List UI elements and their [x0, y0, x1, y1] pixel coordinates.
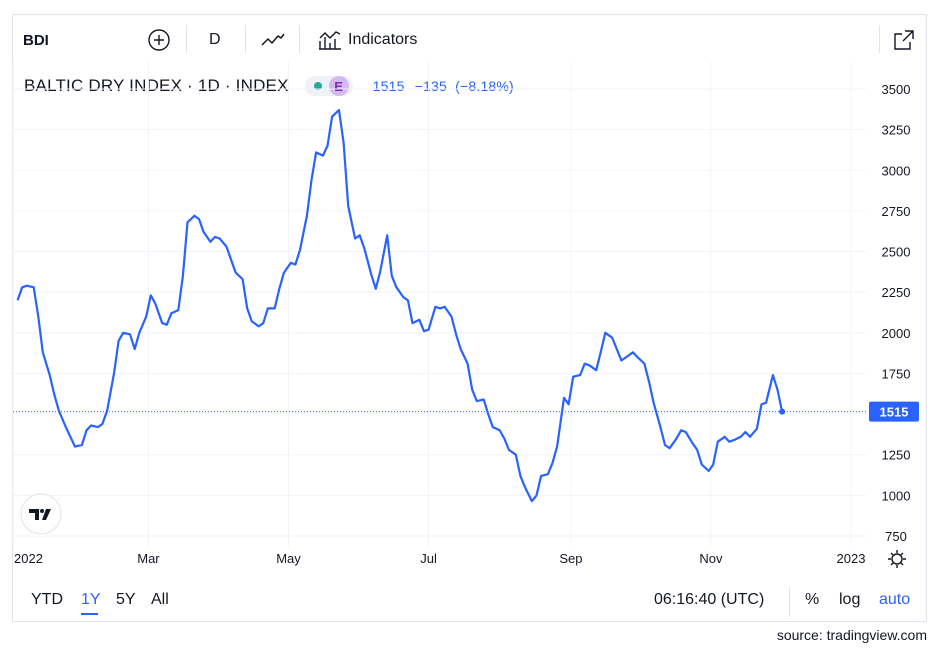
last-value-dot [779, 408, 786, 415]
plus-circle-icon[interactable] [146, 27, 172, 53]
x-tick-label: Sep [559, 551, 582, 566]
x-tick-label: Mar [137, 551, 160, 566]
expand-icon[interactable] [891, 27, 917, 53]
indicators-icon [317, 29, 343, 51]
chart-title: BALTIC DRY INDEX · 1D · INDEX [24, 76, 289, 95]
legend-values: 1515 −135 (−8.18%) [373, 78, 514, 94]
indicators-button[interactable]: Indicators [317, 27, 417, 53]
price-line [16, 109, 784, 503]
x-tick-label: 2022 [14, 551, 43, 566]
log-toggle[interactable]: log [839, 591, 861, 608]
symbol-search[interactable]: BDI [23, 31, 49, 49]
y-tick-label: 3000 [882, 163, 911, 178]
x-tick-label: Jul [420, 551, 437, 566]
interval-button[interactable]: D [209, 31, 221, 48]
earnings-badge: E [328, 76, 349, 96]
market-status-pill[interactable]: E [304, 76, 353, 96]
x-axis: 2022 Mar May Jul Sep Nov 2023 [14, 551, 865, 566]
indicators-label: Indicators [348, 31, 418, 48]
grid-lines [12, 62, 866, 546]
y-tick-label: 3500 [882, 82, 911, 97]
bottom-divider [789, 587, 790, 617]
chart-widget: BDI D Indicators [12, 14, 927, 622]
y-tick-label: 2500 [882, 245, 911, 260]
y-tick-label: 750 [885, 529, 907, 544]
settings-gear-icon[interactable] [888, 550, 906, 568]
y-axis: 7501000125015001750200022502500275030003… [882, 82, 911, 544]
auto-toggle[interactable]: auto [879, 591, 911, 608]
percent-toggle[interactable]: % [805, 591, 820, 608]
top-toolbar: BDI D Indicators [13, 15, 926, 63]
toolbar-divider [186, 25, 187, 53]
source-caption: source: tradingview.com [776, 627, 927, 643]
market-status-dot [313, 82, 322, 90]
price-label-text: 1515 [880, 405, 909, 420]
x-tick-label: May [276, 551, 301, 566]
range-1y[interactable]: 1Y [81, 591, 101, 608]
y-tick-label: 1250 [882, 448, 911, 463]
bottom-toolbar: YTD 1Y 5Y All 06:16:40 (UTC) % log auto [13, 585, 926, 621]
chart-legend: BALTIC DRY INDEX · 1D · INDEX E 1515 −13… [24, 74, 514, 98]
toolbar-divider [879, 25, 880, 53]
x-tick-label: Nov [699, 551, 723, 566]
price-label-box [869, 401, 919, 422]
legend-change: −135 [414, 78, 448, 94]
tradingview-logo [20, 493, 62, 535]
y-tick-label: 2750 [882, 204, 911, 219]
y-tick-label: 2000 [882, 326, 911, 341]
legend-last: 1515 [372, 78, 405, 94]
price-label: 1515 [869, 401, 919, 422]
x-tick-label: 2023 [837, 551, 866, 566]
legend-change-pct: (−8.18%) [455, 78, 514, 94]
range-ytd[interactable]: YTD [31, 591, 63, 608]
range-5y[interactable]: 5Y [116, 591, 136, 608]
line-style-icon[interactable] [259, 27, 287, 53]
utc-clock[interactable]: 06:16:40 (UTC) [654, 591, 765, 608]
y-tick-label: 3250 [882, 123, 911, 138]
range-1y-underline [81, 613, 98, 615]
y-tick-label: 2250 [882, 285, 911, 300]
range-all[interactable]: All [151, 591, 169, 608]
y-tick-label: 1000 [882, 488, 911, 503]
toolbar-divider [299, 25, 300, 53]
toolbar-divider [245, 25, 246, 53]
y-tick-label: 1750 [882, 366, 911, 381]
